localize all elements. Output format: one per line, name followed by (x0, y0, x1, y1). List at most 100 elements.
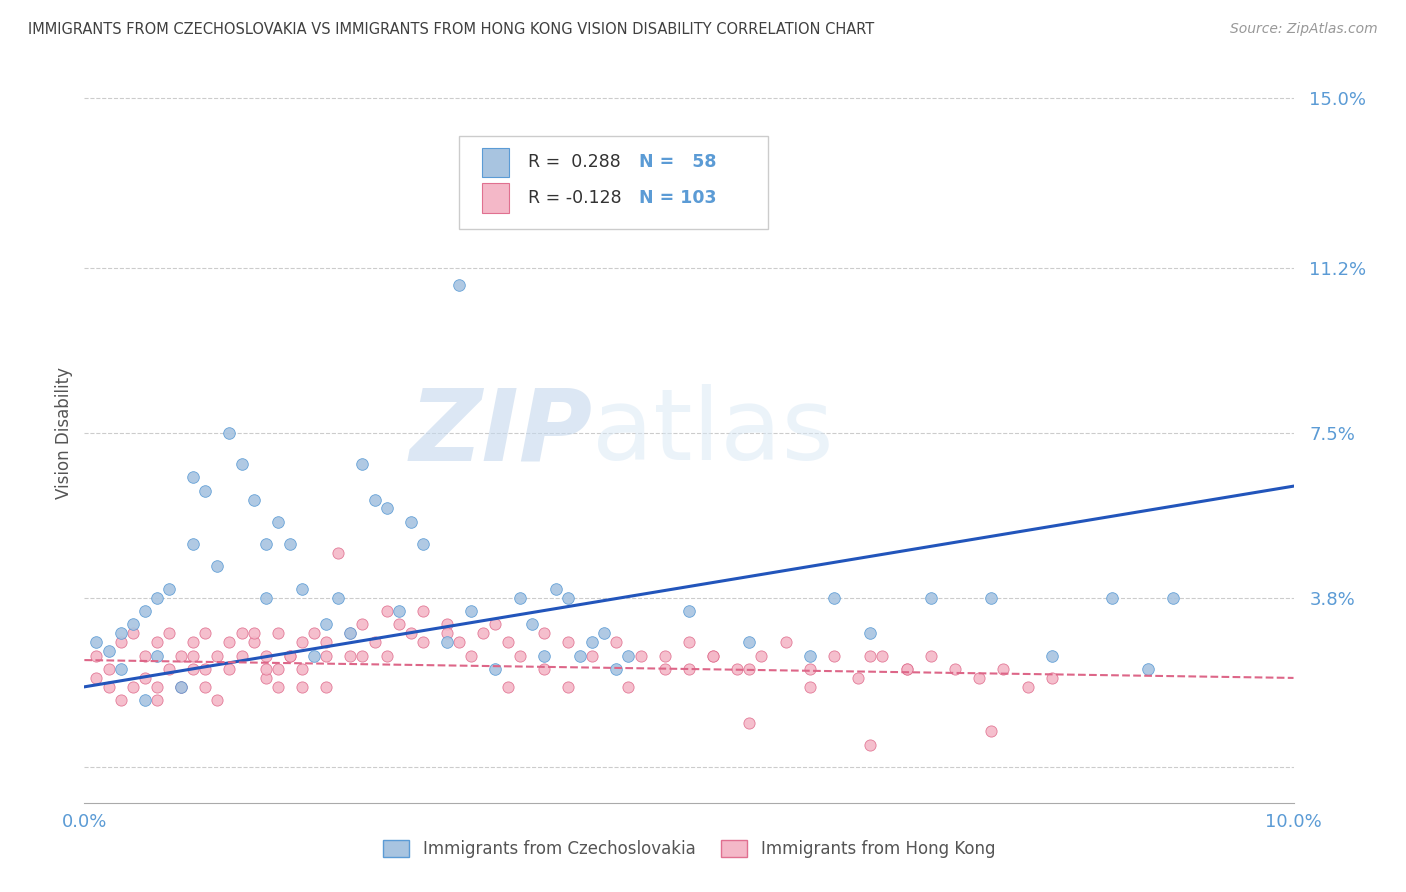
Point (654, 662, 676, 676)
Point (267, 515, 290, 529)
Point (170, 680, 193, 694)
Bar (482, 147, 509, 178)
Point (157, 626, 180, 640)
Point (702, 648, 724, 663)
Point (557, 591, 579, 605)
Point (859, 648, 882, 663)
Point (110, 635, 132, 649)
Point (170, 680, 193, 694)
Point (352, 648, 374, 663)
Point (86, 671, 108, 685)
Point (146, 693, 169, 707)
Point (617, 680, 640, 694)
Point (352, 617, 374, 632)
Point (267, 626, 290, 640)
Point (302, 626, 325, 640)
Point (181, 635, 204, 649)
Point (254, 537, 277, 551)
Point (799, 680, 821, 694)
Point (436, 626, 458, 640)
Point (194, 662, 217, 676)
Point (436, 635, 458, 649)
Point (943, 662, 966, 676)
Point (1040, 671, 1063, 685)
Point (412, 537, 434, 551)
Point (328, 591, 350, 605)
Point (920, 591, 942, 605)
Point (231, 648, 253, 663)
Point (278, 648, 301, 663)
Point (738, 635, 761, 649)
Point (859, 626, 882, 640)
Point (872, 648, 894, 663)
Point (339, 626, 361, 640)
Point (725, 662, 748, 676)
Point (846, 671, 869, 685)
Point (605, 662, 627, 676)
Point (581, 635, 603, 649)
Point (134, 693, 156, 707)
Point (110, 626, 132, 640)
Point (110, 693, 132, 707)
Point (449, 278, 471, 293)
Point (218, 635, 240, 649)
Point (242, 492, 264, 507)
Point (775, 635, 797, 649)
Point (231, 626, 253, 640)
Point (121, 626, 143, 640)
Point (896, 662, 918, 676)
Text: N =   58: N = 58 (640, 153, 717, 171)
Point (242, 635, 264, 649)
Point (157, 662, 180, 676)
Bar (482, 183, 509, 212)
Point (605, 635, 627, 649)
Point (702, 648, 724, 663)
Point (581, 648, 603, 663)
Point (449, 635, 471, 649)
Point (339, 648, 361, 663)
Point (291, 680, 314, 694)
Point (1161, 591, 1184, 605)
Point (170, 680, 193, 694)
Point (146, 591, 169, 605)
Y-axis label: Vision Disability: Vision Disability (55, 367, 73, 499)
Point (460, 648, 482, 663)
Point (181, 470, 204, 484)
Point (170, 648, 193, 663)
Legend: Immigrants from Czechoslovakia, Immigrants from Hong Kong: Immigrants from Czechoslovakia, Immigran… (377, 833, 1001, 865)
Point (533, 662, 555, 676)
Point (363, 492, 385, 507)
Point (339, 626, 361, 640)
Point (291, 582, 314, 596)
Point (980, 724, 1002, 739)
Point (460, 604, 482, 618)
Point (157, 582, 180, 596)
Point (254, 648, 277, 663)
Point (630, 648, 652, 663)
Point (859, 738, 882, 752)
Point (484, 617, 506, 632)
Point (352, 457, 374, 471)
Point (328, 546, 350, 560)
Point (278, 537, 301, 551)
Point (110, 662, 132, 676)
Point (920, 648, 942, 663)
Point (520, 617, 543, 632)
Point (194, 483, 217, 498)
Point (823, 591, 845, 605)
Point (134, 648, 156, 663)
Point (509, 591, 531, 605)
Text: ZIP: ZIP (409, 384, 592, 481)
Point (254, 591, 277, 605)
Point (207, 693, 229, 707)
Point (1040, 648, 1063, 663)
Point (533, 626, 555, 640)
Point (315, 617, 337, 632)
Point (315, 648, 337, 663)
Point (181, 662, 204, 676)
Point (738, 662, 761, 676)
Point (134, 604, 156, 618)
Point (267, 662, 290, 676)
Text: R =  0.288: R = 0.288 (529, 153, 621, 171)
Point (823, 648, 845, 663)
